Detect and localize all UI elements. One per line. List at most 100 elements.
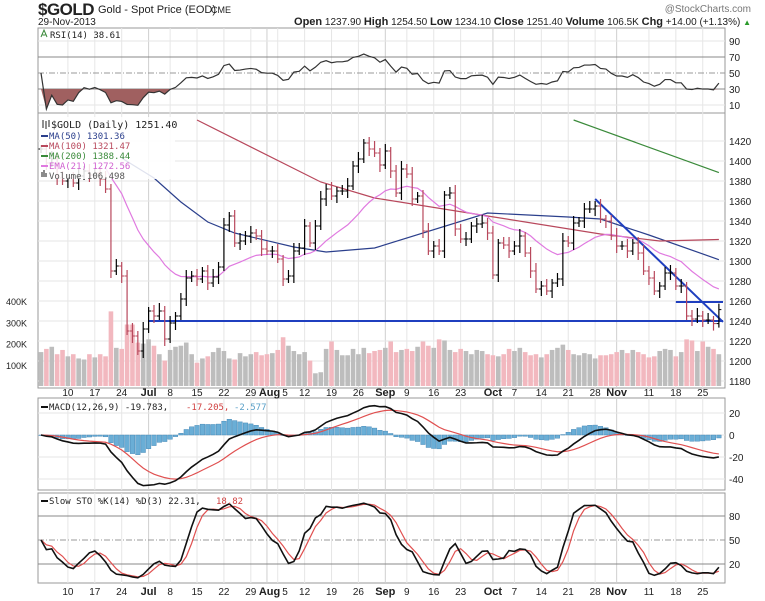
macd-histogram-bar (103, 434, 109, 438)
volume-bar (87, 354, 92, 386)
macd-histogram-bar (581, 425, 587, 436)
macd-histogram-bar (183, 429, 189, 436)
panel-frame (37, 492, 726, 584)
macd-tick-label: 20 (729, 409, 741, 420)
macd-histogram-bar (431, 434, 437, 449)
macd-histogram-bar (329, 427, 335, 436)
macd-histogram-bar (495, 434, 501, 440)
volume-bar (232, 359, 237, 386)
volume-bar (205, 356, 211, 386)
date-tick-label: 12 (299, 388, 311, 399)
date-tick-label: Sep (375, 586, 395, 598)
macd-histogram-bar (667, 434, 673, 440)
volume-bar (167, 349, 173, 386)
low-label: Low (430, 16, 453, 28)
date-tick-label: 10 (62, 388, 74, 399)
macd-histogram-bar (549, 434, 555, 440)
volume-bar (592, 358, 598, 386)
volume-bar (108, 311, 114, 386)
volume-bar (711, 348, 716, 386)
volume-bar (377, 349, 383, 386)
date-tick-label: 18 (670, 587, 682, 598)
macd-histogram-bar (662, 434, 668, 441)
macd-histogram-bar (517, 434, 523, 437)
macd-histogram-bar (76, 434, 82, 439)
volume-bar (700, 341, 706, 386)
volume-bar (313, 373, 318, 386)
volume-bar (383, 347, 388, 386)
macd-histogram-bar (205, 424, 211, 436)
macd-histogram-bar (404, 434, 410, 439)
date-tick-label: 14 (536, 587, 548, 598)
macd-histogram-bar (393, 434, 399, 438)
macd-histogram-bar (711, 434, 717, 440)
macd-histogram-bar (409, 434, 415, 441)
rsi-line (40, 53, 720, 112)
volume-bar (135, 342, 141, 386)
date-tick-label: 18 (670, 388, 682, 399)
volume-bar (474, 349, 480, 386)
quote-summary: Open 1237.90 High 1254.50 Low 1234.10 Cl… (294, 16, 751, 28)
price-legend: $GOLD (Daily) 1251.40 (51, 120, 177, 131)
volume-bar (248, 354, 254, 386)
macd-histogram-bar (377, 430, 383, 436)
volume-legend: Volume 106,498 (49, 172, 125, 182)
open-value: 1237.90 (324, 17, 362, 28)
ma100-line (196, 119, 719, 242)
panel-frame (37, 112, 726, 389)
volume-bar (243, 356, 248, 386)
volume-bar (582, 353, 587, 386)
macd-tick-label: 0 (729, 431, 735, 442)
volume-bar (641, 354, 646, 386)
volume-bar (662, 348, 668, 386)
macd-histogram-bar (189, 426, 195, 436)
volume-bar (555, 347, 560, 386)
date-tick-label: 24 (116, 587, 128, 598)
volume-bar (619, 349, 625, 386)
macd-histogram-bar (259, 427, 265, 436)
date-tick-label: 26 (353, 388, 365, 399)
volume-bar (436, 339, 442, 386)
macd-histogram-bar (425, 434, 431, 448)
macd-histogram-bar (226, 419, 232, 436)
date-tick-label: Oct (484, 387, 503, 399)
macd-histogram-bar (167, 434, 173, 440)
date-tick-label: 5 (282, 388, 288, 399)
volume-bar (506, 348, 512, 386)
rsi-icon (40, 28, 48, 38)
macd-histogram-bar (350, 427, 356, 436)
symbol: $GOLD (38, 0, 95, 19)
volume-bar (286, 345, 291, 386)
ma200-line (573, 119, 720, 174)
macd-histogram-bar (479, 434, 485, 439)
macd-histogram-bar (216, 423, 222, 436)
volume-bar (420, 341, 426, 386)
volume-bar (565, 349, 571, 386)
volume-bar (307, 360, 313, 386)
date-tick-label: 28 (590, 388, 602, 399)
macd-histogram-bar (415, 434, 421, 442)
volume-bar (452, 352, 458, 386)
rsi-tick-label: 10 (729, 101, 741, 112)
macd-histogram-bar (576, 427, 582, 436)
volume-bar (426, 345, 431, 386)
volume-bar (264, 354, 270, 386)
volume-bar (302, 352, 307, 386)
macd-histogram-bar (673, 434, 679, 440)
macd-histogram-bar (587, 425, 593, 436)
volume-bar (76, 358, 81, 386)
volume-bar (103, 356, 108, 386)
macd-histogram-bar (108, 434, 114, 443)
macd-histogram-bar (684, 434, 690, 441)
date-tick-label: 15 (191, 388, 203, 399)
sto-tick-label: 50 (729, 536, 741, 547)
ema21-legend: EMA(21) 1272.56 (49, 162, 130, 172)
date-tick-label: 11 (644, 388, 655, 399)
sto-tick-label: 20 (729, 560, 741, 571)
macd-histogram-bar (501, 434, 507, 439)
macd-histogram-bar (361, 426, 367, 436)
rsi-tick-label: 30 (729, 85, 741, 96)
up-triangle-icon: ▲ (743, 18, 751, 27)
